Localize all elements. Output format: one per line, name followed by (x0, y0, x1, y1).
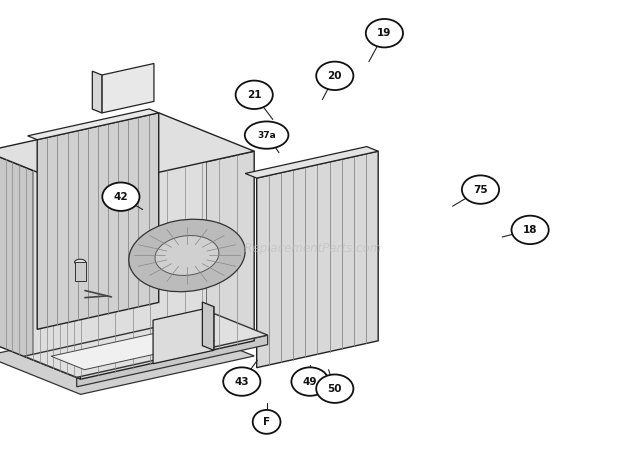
Text: 43: 43 (234, 376, 249, 387)
Circle shape (366, 19, 403, 47)
Polygon shape (0, 151, 81, 379)
Polygon shape (0, 318, 254, 394)
Polygon shape (81, 151, 254, 379)
Text: F: F (263, 417, 270, 427)
Polygon shape (92, 71, 102, 113)
Text: 42: 42 (113, 191, 128, 202)
Text: 18: 18 (523, 225, 538, 235)
Polygon shape (246, 146, 378, 178)
Polygon shape (72, 132, 167, 360)
Ellipse shape (155, 236, 219, 275)
Text: 37a: 37a (257, 131, 276, 139)
Circle shape (236, 81, 273, 109)
Text: 19: 19 (377, 28, 392, 38)
Polygon shape (28, 109, 159, 140)
Polygon shape (257, 151, 378, 368)
Ellipse shape (253, 410, 280, 434)
Ellipse shape (245, 121, 288, 149)
Text: 20: 20 (327, 71, 342, 81)
Polygon shape (202, 302, 214, 350)
Polygon shape (24, 314, 268, 377)
Circle shape (316, 62, 353, 90)
Text: eReplacementParts.com: eReplacementParts.com (238, 242, 382, 255)
Text: 21: 21 (247, 90, 262, 100)
Circle shape (102, 182, 140, 211)
Polygon shape (102, 64, 154, 113)
Text: 49: 49 (303, 376, 317, 387)
Circle shape (316, 374, 353, 403)
Polygon shape (37, 113, 159, 329)
Circle shape (512, 216, 549, 244)
Polygon shape (0, 113, 254, 190)
Ellipse shape (74, 259, 86, 265)
Circle shape (291, 367, 329, 396)
Circle shape (462, 175, 499, 204)
Polygon shape (51, 328, 215, 370)
Text: 50: 50 (327, 383, 342, 394)
Ellipse shape (129, 219, 245, 292)
Polygon shape (33, 132, 206, 360)
Polygon shape (153, 307, 214, 364)
Text: 75: 75 (473, 184, 488, 195)
Polygon shape (77, 335, 268, 387)
Polygon shape (74, 262, 86, 281)
Circle shape (223, 367, 260, 396)
